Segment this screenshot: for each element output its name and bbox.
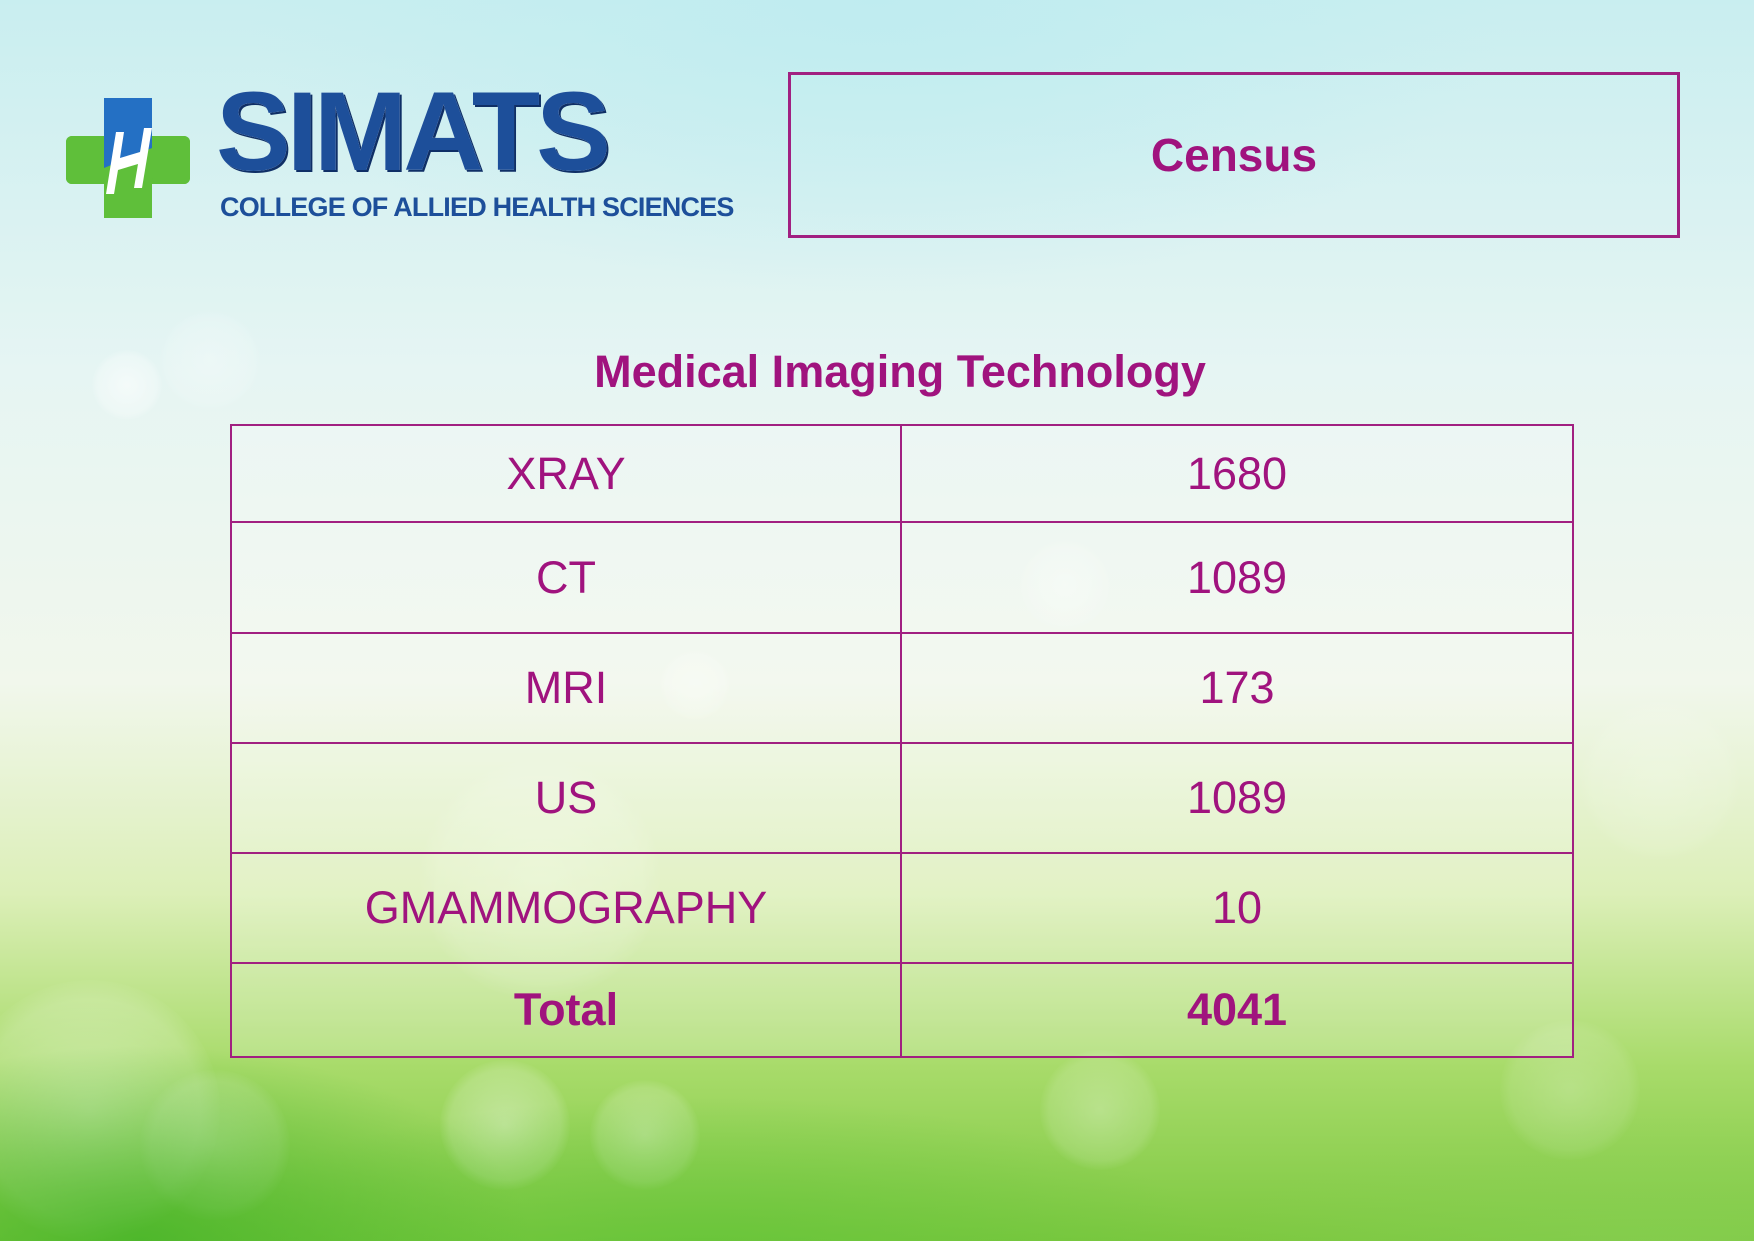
bokeh-decoration [140,1070,290,1220]
page-title: Census [1150,129,1318,181]
table-row: MRI 173 [230,632,1574,744]
row-value: 1089 [900,521,1574,634]
title-box: Census [788,72,1680,238]
row-value: 1089 [900,742,1574,854]
row-value: 10 [900,852,1574,964]
row-value: 1680 [900,424,1574,523]
table-row: GMAMMOGRAPHY 10 [230,852,1574,964]
logo-subtitle: COLLEGE OF ALLIED HEALTH SCIENCES [220,192,734,222]
total-label: Total [230,962,902,1058]
bokeh-decoration [92,350,162,420]
bokeh-decoration [1580,700,1740,860]
row-label: GMAMMOGRAPHY [230,852,902,964]
bokeh-decoration [440,1060,570,1190]
table-row: US 1089 [230,742,1574,854]
medical-cross-icon [66,98,190,218]
row-label: MRI [230,632,902,744]
bokeh-decoration [1040,1050,1160,1170]
table-row: CT 1089 [230,521,1574,634]
table-row: XRAY 1680 [230,424,1574,523]
section-heading: Medical Imaging Technology [594,346,1206,397]
bokeh-decoration [590,1080,700,1190]
bokeh-decoration [0,980,220,1240]
census-table: XRAY 1680 CT 1089 MRI 173 US 1089 GMAMMO… [230,424,1574,1058]
logo-wordmark: SIMATS [216,69,611,194]
table-total-row: Total 4041 [230,962,1574,1058]
row-label: US [230,742,902,854]
row-value: 173 [900,632,1574,744]
simats-logo: SIMATS COLLEGE OF ALLIED HEALTH SCIENCES [66,76,746,228]
row-label: XRAY [230,424,902,523]
row-label: CT [230,521,902,634]
total-value: 4041 [900,962,1574,1058]
